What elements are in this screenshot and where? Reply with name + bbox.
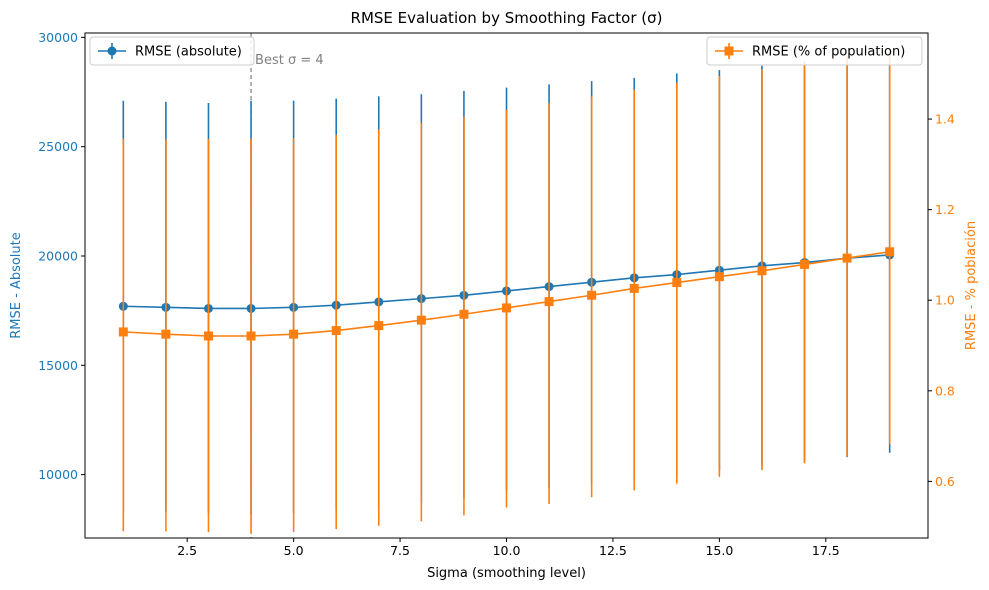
x-tick-label: 10.0 bbox=[493, 543, 521, 558]
x-tick-label: 7.5 bbox=[390, 543, 410, 558]
x-tick-label: 12.5 bbox=[599, 543, 627, 558]
y-axis-right-title: RMSE - % población bbox=[964, 221, 979, 350]
y-right-tick-label: 0.8 bbox=[935, 383, 955, 398]
y-right-tick-label: 1.0 bbox=[935, 293, 955, 308]
y-right-tick-label: 1.4 bbox=[935, 112, 955, 127]
plot-area: Best σ = 4 2.5 5.0 7.5 10.0 12.5 15.0 17.5 10000… bbox=[38, 30, 955, 558]
legend-right-marker bbox=[724, 46, 734, 56]
y-axis-left-title: RMSE - Absolute bbox=[9, 232, 24, 339]
y-left-tick-label: 15000 bbox=[38, 358, 78, 373]
x-tick-label: 15.0 bbox=[705, 543, 733, 558]
data-point bbox=[289, 329, 299, 339]
data-point bbox=[374, 321, 384, 331]
data-point bbox=[203, 331, 213, 341]
data-point bbox=[161, 329, 171, 339]
data-point bbox=[118, 327, 128, 337]
x-tick-label: 2.5 bbox=[177, 543, 197, 558]
y-left-tick-label: 10000 bbox=[38, 467, 78, 482]
legend-left: RMSE (absolute) bbox=[89, 36, 255, 66]
x-tick-label: 5.0 bbox=[284, 543, 304, 558]
series-percent bbox=[118, 48, 895, 534]
plot-content bbox=[118, 33, 895, 538]
legend-left-marker bbox=[107, 46, 117, 56]
data-point bbox=[800, 259, 810, 269]
data-point bbox=[331, 326, 341, 336]
legend-left-label: RMSE (absolute) bbox=[135, 45, 242, 60]
x-tick-label: 17.5 bbox=[812, 543, 840, 558]
data-point bbox=[885, 247, 895, 257]
x-axis-title: Sigma (smoothing level) bbox=[427, 566, 586, 581]
y-right-tick-label: 0.6 bbox=[935, 474, 955, 489]
data-point bbox=[714, 272, 724, 282]
y-left-tick-label: 25000 bbox=[38, 139, 78, 154]
chart-title: RMSE Evaluation by Smoothing Factor (σ) bbox=[351, 9, 663, 27]
data-point bbox=[842, 253, 852, 263]
legend-right: RMSE (% of population) bbox=[706, 36, 923, 66]
legend-right-label: RMSE (% of population) bbox=[752, 45, 905, 60]
y-left-tick-label: 20000 bbox=[38, 248, 78, 263]
data-point bbox=[459, 309, 469, 319]
data-point bbox=[672, 278, 682, 288]
best-sigma-label: Best σ = 4 bbox=[255, 53, 324, 68]
y-left-tick-label: 30000 bbox=[38, 30, 78, 45]
data-point bbox=[246, 331, 256, 341]
data-point bbox=[757, 266, 767, 276]
data-point bbox=[416, 315, 426, 325]
data-point bbox=[629, 283, 639, 293]
data-point bbox=[502, 303, 511, 313]
data-point bbox=[587, 290, 597, 300]
data-point bbox=[544, 297, 554, 307]
y-right-tick-label: 1.2 bbox=[935, 202, 955, 217]
